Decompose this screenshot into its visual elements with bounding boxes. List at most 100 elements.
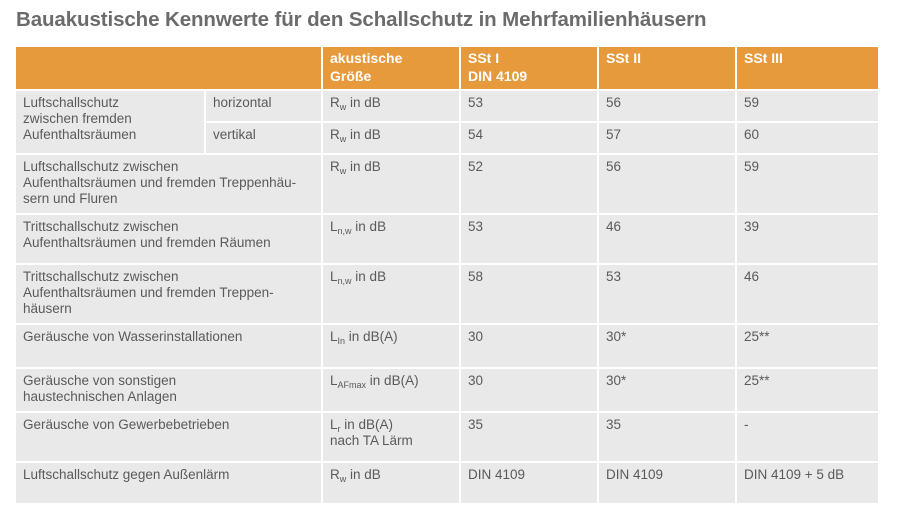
acoustic-quantity-cell: Ln,w in dB [323,265,461,323]
value-sstii: 53 [599,265,737,323]
row-label-line: Trittschallschutz zwischen [23,219,179,234]
acoustic-quantity-cell: Ln,w in dB [323,215,461,263]
table-row: Geräusche von sonstigen haustechnischen A… [16,369,878,411]
value-ssti: 30 [461,325,599,367]
acoustic-values-table: akustische Größe SSt I DIN 4109 SSt II S… [16,45,878,505]
value-sstii: 30* [599,325,737,367]
row-label-line: häusern [23,301,72,316]
table-row: Geräusche von Wasserinstallationen LIn in… [16,325,878,367]
value-sstii: 56 [599,155,737,213]
table-header-row: akustische Größe SSt I DIN 4109 SSt II S… [16,47,878,89]
quantity-symbol: R [330,467,340,482]
row-label-cell: Geräusche von Gewerbebetrieben [16,413,323,461]
row-label-line: Aufenthaltsräumen und fremden Treppen- [23,285,274,300]
quantity-subscript: AFmax [337,380,367,390]
table-row: Luftschallschutz zwischen Aufenthaltsräum… [16,155,878,213]
acoustic-quantity-cell: Rw in dB [323,91,461,121]
value-sstii: 30* [599,369,737,411]
quantity-unit: in dB [355,269,387,284]
header-ssti-line1: SSt I [468,50,500,66]
quantity-symbol: L [330,269,338,284]
quantity-subscript: r [337,424,341,434]
row-label-line: Geräusche von Gewerbebetrieben [23,417,230,432]
value-sstii: 56 [599,91,737,121]
quantity-unit: in dB(A) [348,329,398,344]
acoustic-quantity-cell: LIn in dB(A) [323,325,461,367]
value-sstii: 35 [599,413,737,461]
quantity-symbol: R [330,127,340,142]
quantity-unit-note: nach TA Lärm [330,433,413,448]
quantity-subscript: w [339,102,347,112]
quantity-unit: in dB [350,159,381,174]
quantity-subscript: w [339,134,347,144]
value-sstii: 46 [599,215,737,263]
table-row: Trittschallschutz zwischen Aufenthaltsräu… [16,215,878,263]
row-label-cell: Luftschallschutz zwischen Aufenthaltsräum… [16,155,323,213]
header-ssti-line2: DIN 4109 [468,68,528,84]
value-ssti: 53 [461,91,599,121]
value-sstiii: 25** [737,369,878,411]
value-sstii: DIN 4109 [599,463,737,503]
header-acoustic-quantity-line2: Größe [330,68,372,84]
row-label-line: Geräusche von sonstigen [23,373,177,388]
quantity-unit: in dB [350,467,381,482]
acoustic-quantity-cell: Rw in dB [323,155,461,213]
quantity-unit: in dB [350,95,381,110]
quantity-subscript: In [337,336,346,346]
header-acoustic-quantity-line1: akustische [330,50,403,66]
row-label-line: Luftschallschutz [23,95,120,110]
direction-cell: vertikal [206,123,323,153]
quantity-subscript: w [339,166,347,176]
page-title: Bauakustische Kennwerte für den Schallsc… [16,8,707,31]
value-sstiii: 59 [737,91,878,121]
value-ssti: 30 [461,369,599,411]
table-row: Trittschallschutz zwischen Aufenthaltsräu… [16,265,878,323]
row-label-cell: Trittschallschutz zwischen Aufenthaltsräu… [16,265,323,323]
row-label-cell: Trittschallschutz zwischen Aufenthaltsräu… [16,215,323,263]
header-acoustic-quantity: akustische Größe [323,47,461,89]
table-row: Luftschallschutz zwischen fremden Aufentha… [16,91,878,153]
quantity-symbol: L [330,219,338,234]
table-row: vertikal Rw in dB 54 57 60 [16,123,878,153]
quantity-unit: in dB(A) [344,417,394,432]
value-ssti: 54 [461,123,599,153]
header-empty-cell [16,47,323,89]
quantity-subscript: n,w [337,276,352,286]
value-sstiii: - [737,413,878,461]
row-label-line: Geräusche von Wasserinstallationen [23,329,243,344]
row-label-line: haustechnischen Anlagen [23,389,177,404]
value-sstiii: DIN 4109 + 5 dB [737,463,878,503]
value-sstiii: 25** [737,325,878,367]
quantity-unit: in dB [350,127,381,142]
value-sstiii: 59 [737,155,878,213]
acoustic-quantity-cell: Rw in dB [323,463,461,503]
row-label-line: Luftschallschutz zwischen [23,159,179,174]
quantity-symbol: L [330,417,338,432]
quantity-unit: in dB(A) [369,373,419,388]
acoustic-quantity-cell: Lr in dB(A) nach TA Lärm [323,413,461,461]
header-ssti: SSt I DIN 4109 [461,47,599,89]
row-label-line: zwischen fremden [23,111,132,126]
value-ssti: 58 [461,265,599,323]
row-label-line: Trittschallschutz zwischen [23,269,179,284]
quantity-symbol: L [330,373,338,388]
quantity-symbol: R [330,159,340,174]
row-label-cell: Geräusche von Wasserinstallationen [16,325,323,367]
value-ssti: 35 [461,413,599,461]
header-sstiii: SSt III [737,47,878,89]
row-label-cell: Luftschallschutz gegen Außenlärm [16,463,323,503]
row-label-line: sern und Fluren [23,191,118,206]
quantity-symbol: L [330,329,338,344]
row-label-cell: Luftschallschutz zwischen fremden Aufentha… [16,91,206,153]
value-sstiii: 39 [737,215,878,263]
quantity-subscript: w [339,474,347,484]
row-label-cell: Geräusche von sonstigen haustechnischen A… [16,369,323,411]
quantity-symbol: R [330,95,340,110]
value-ssti: 53 [461,215,599,263]
acoustic-quantity-cell: LAFmax in dB(A) [323,369,461,411]
header-sstii: SSt II [599,47,737,89]
value-ssti: DIN 4109 [461,463,599,503]
table-row: Geräusche von Gewerbebetrieben Lr in dB(A… [16,413,878,461]
row-label-line: Aufenthaltsräumen und fremden Räumen [23,235,271,250]
quantity-subscript: n,w [337,226,352,236]
